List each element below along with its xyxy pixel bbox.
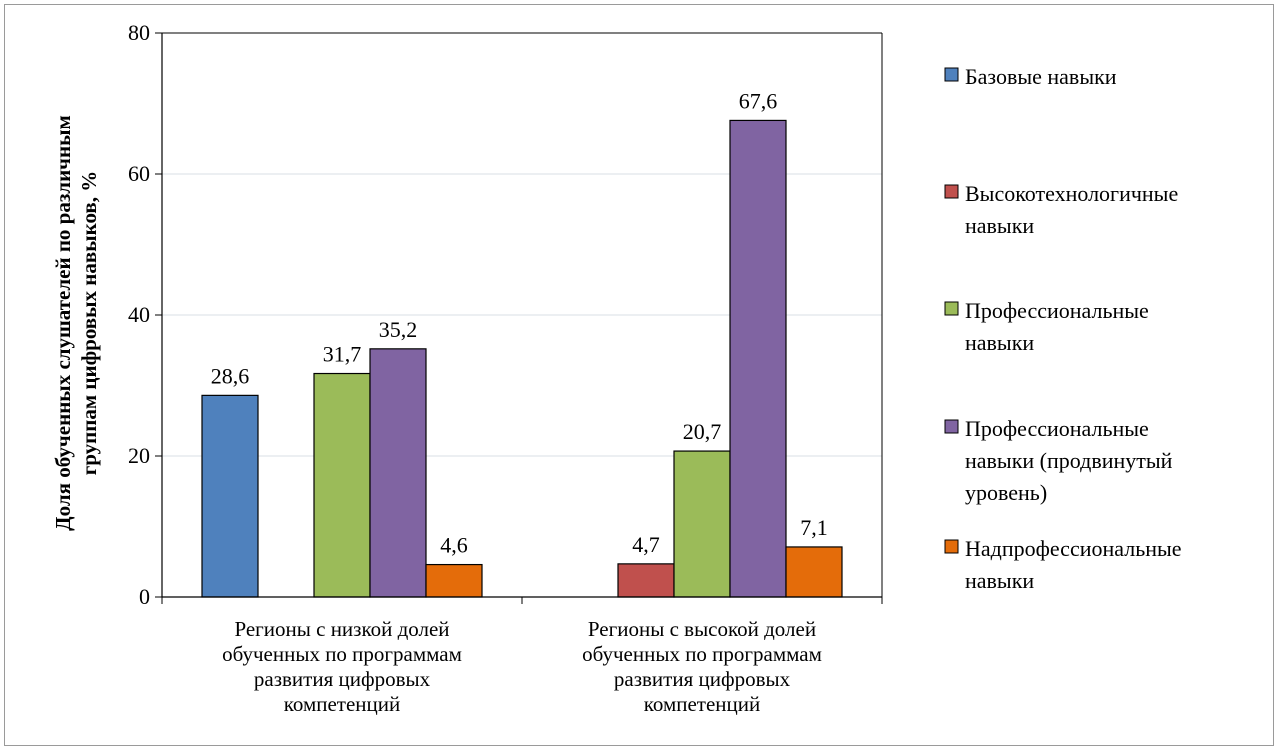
data-label-s3-c1: 67,6 [739, 88, 778, 113]
y-axis-label-line-1: группам цифровых навыков, % [77, 171, 101, 476]
axes [155, 32, 883, 604]
y-tick-label-20: 20 [128, 443, 150, 468]
category-label-1-line-3: компетенций [644, 692, 761, 716]
category-label-1-line-1: обученных по программам [582, 642, 822, 666]
data-label-s1-c1: 4,7 [632, 532, 660, 557]
legend-label-1-line-1: навыки [965, 213, 1034, 238]
y-tick-label-0: 0 [139, 584, 150, 609]
legend-swatch-4 [944, 539, 959, 554]
y-axis-label-line-0: Доля обученных слушателей по различным [51, 115, 75, 531]
category-label-1-line-2: развития цифровых [614, 667, 791, 691]
legend-label-2-line-0: Профессиональные [965, 298, 1149, 323]
bar-s4-c0 [425, 563, 483, 598]
chart-frame [4, 4, 1274, 746]
data-label-s4-c1: 7,1 [800, 515, 828, 540]
data-label-s2-c1: 20,7 [683, 419, 722, 444]
bar-s0-c0 [201, 394, 259, 598]
data-label-s4-c0: 4,6 [440, 533, 468, 558]
category-label-0-line-3: компетенций [284, 692, 401, 716]
legend-swatch-2 [944, 301, 959, 316]
legend-label-2-line-1: навыки [965, 330, 1034, 355]
y-tick-label-60: 60 [128, 161, 150, 186]
data-label-s0-c0: 28,6 [211, 363, 250, 388]
y-tick-label-40: 40 [128, 302, 150, 327]
legend-swatch-1 [944, 184, 959, 199]
bar-s4-c1 [785, 546, 843, 598]
data-label-s3-c0: 35,2 [379, 317, 418, 342]
legend-label-4-line-0: Надпрофессиональные [965, 536, 1182, 561]
legend-label-4-line-1: навыки [965, 568, 1034, 593]
y-tick-labels: 0 20 40 60 80 [128, 20, 150, 609]
legend-label-1-line-0: Высокотехнологичные [965, 181, 1178, 206]
legend-label-3-line-1: навыки (продвинутый [965, 448, 1173, 473]
legend: Базовые навыки Высокотехнологичные навыки П… [944, 64, 1182, 593]
category-label-0-line-1: обученных по программам [222, 642, 462, 666]
bar-s1-c1 [617, 563, 675, 598]
data-label-s2-c0: 31,7 [323, 342, 362, 367]
legend-swatch-3 [944, 419, 959, 434]
bar-s2-c1 [673, 450, 731, 598]
legend-swatch-0 [944, 67, 959, 82]
y-tick-label-80: 80 [128, 20, 150, 45]
legend-label-3-line-0: Профессиональные [965, 416, 1149, 441]
bar-s3-c0 [369, 348, 427, 598]
bars [201, 119, 843, 598]
y-axis-label: Доля обученных слушателей по различным гр… [51, 115, 101, 531]
category-label-0-line-2: развития цифровых [254, 667, 431, 691]
legend-label-0-line-0: Базовые навыки [965, 64, 1117, 89]
bar-s3-c1 [729, 119, 787, 598]
category-label-1-line-0: Регионы с высокой долей [588, 617, 816, 641]
bar-s2-c0 [313, 372, 371, 598]
legend-label-3-line-2: уровень) [965, 480, 1047, 505]
category-label-0-line-0: Регионы с низкой долей [234, 617, 449, 641]
data-labels: 28,6 4,7 31,7 20,7 35,2 67,6 4,6 7,1 [211, 88, 828, 557]
